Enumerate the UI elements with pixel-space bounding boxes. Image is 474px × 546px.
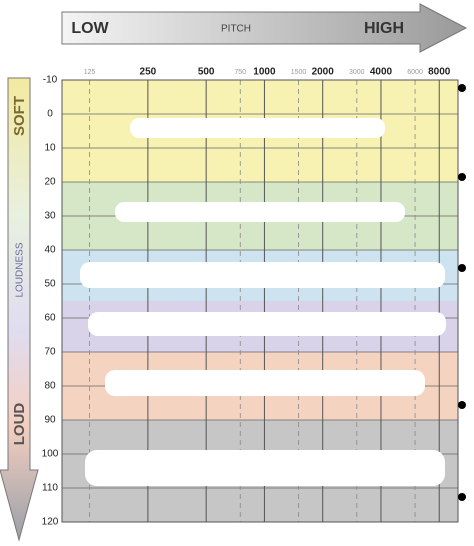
pitch-label: PITCH <box>221 24 251 35</box>
x-tick-label: 8000 <box>428 67 451 78</box>
bullet <box>458 493 466 501</box>
pitch-arrow <box>61 3 468 53</box>
y-tick-label: -10 <box>43 75 58 86</box>
redactions <box>80 118 446 486</box>
y-tick-label: 40 <box>44 245 56 256</box>
y-tick-label: 50 <box>44 279 56 290</box>
x-tick-label: 500 <box>198 67 215 78</box>
y-tick-label: 90 <box>44 415 56 426</box>
y-tick-label: 100 <box>42 449 59 460</box>
y-tick-label: 80 <box>44 381 56 392</box>
y-tick-label: 110 <box>42 483 58 494</box>
bullet <box>458 264 466 272</box>
redaction <box>105 370 425 396</box>
loud-loud: LOUD <box>11 403 28 446</box>
x-minor-tick-label: 1500 <box>291 69 307 76</box>
y-tick-label: 60 <box>44 313 56 324</box>
loud-soft: SOFT <box>11 96 28 136</box>
plot-frame <box>61 79 459 523</box>
x-minor-tick-label: 125 <box>84 69 96 76</box>
redaction <box>85 450 445 486</box>
bullet <box>458 173 466 181</box>
loud-label: LOUDNESS <box>15 242 26 297</box>
y-tick-label: 20 <box>44 177 56 188</box>
redaction <box>115 202 405 222</box>
y-tick-label: 120 <box>42 517 59 528</box>
y-tick-label: 30 <box>44 211 56 222</box>
loudness-arrow <box>0 77 39 542</box>
bullet <box>458 401 466 409</box>
x-tick-label: 1000 <box>253 67 276 78</box>
x-tick-label: 2000 <box>312 67 335 78</box>
x-tick-label: 4000 <box>370 67 393 78</box>
y-tick-label: 70 <box>44 347 56 358</box>
pitch-low: LOW <box>71 20 109 37</box>
x-minor-tick-label: 6000 <box>407 69 423 76</box>
redaction <box>80 262 445 288</box>
y-tick-label: 10 <box>44 143 56 154</box>
redaction <box>130 118 385 138</box>
pitch-high: HIGH <box>364 20 404 37</box>
x-minor-tick-label: 750 <box>234 69 246 76</box>
x-tick-label: 250 <box>140 67 157 78</box>
x-minor-tick-label: 3000 <box>349 69 365 76</box>
redaction <box>88 312 446 336</box>
bullets <box>458 84 466 501</box>
bullet <box>458 84 466 92</box>
y-tick-label: 0 <box>47 109 53 120</box>
